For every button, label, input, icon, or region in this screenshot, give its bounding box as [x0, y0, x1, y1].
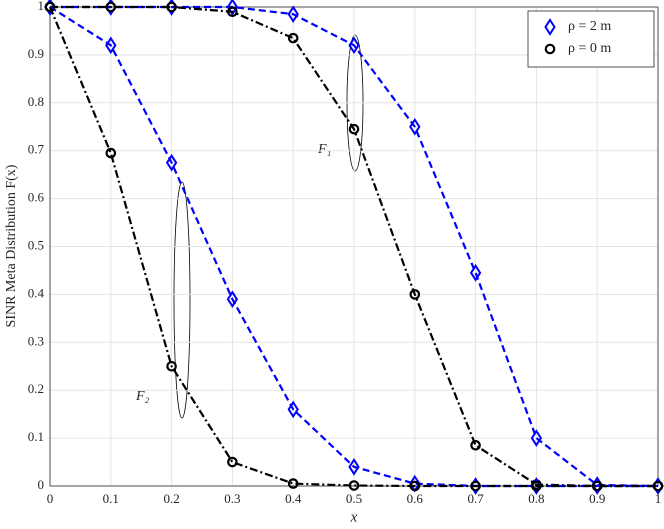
marker — [105, 36, 117, 55]
y-tick-label: 0.4 — [28, 285, 45, 300]
marker — [591, 480, 603, 492]
marker — [409, 117, 421, 136]
marker — [44, 1, 56, 13]
marker — [348, 123, 360, 135]
annotation: F₁ — [317, 142, 331, 157]
marker — [287, 478, 299, 489]
series-line — [48, 6, 658, 488]
x-tick-label: 0.6 — [407, 491, 424, 506]
y-tick-label: 0.5 — [28, 237, 44, 252]
y-axis-label: SINR Meta Distribution F(x) — [4, 164, 19, 327]
y-tick-label: 0.6 — [28, 190, 45, 205]
y-tick-label: 0.9 — [28, 46, 44, 61]
marker — [287, 32, 299, 44]
marker — [470, 439, 481, 451]
marker — [227, 6, 238, 18]
marker — [166, 1, 177, 13]
plot-frame — [49, 6, 659, 487]
y-tick-label: 0.8 — [28, 94, 44, 109]
series-line — [49, 6, 658, 488]
marker — [348, 480, 360, 491]
marker — [287, 5, 299, 24]
marker — [409, 289, 421, 300]
marker — [531, 480, 542, 492]
x-tick-label: 0.4 — [285, 491, 302, 506]
marker — [470, 480, 481, 492]
y-tick-label: 1 — [38, 0, 45, 13]
x-tick-label: 0.8 — [528, 491, 544, 506]
y-tick-label: 0.7 — [28, 142, 45, 157]
annotation: F₂ — [135, 389, 150, 404]
y-tick-label: 0.3 — [28, 333, 44, 348]
marker — [226, 290, 239, 309]
x-tick-label: 0.1 — [103, 491, 119, 506]
legend-label: ρ = 2 m — [568, 19, 611, 34]
marker — [530, 429, 543, 447]
marker — [348, 457, 360, 476]
y-tick-label: 0 — [38, 477, 45, 492]
annotation-ellipse — [173, 181, 191, 419]
y-tick-label: 0.2 — [28, 381, 44, 396]
marker — [105, 147, 117, 159]
legend-label: ρ = 0 m — [568, 41, 611, 56]
x-tick-label: 0.7 — [467, 491, 484, 506]
y-tick-label: 0.1 — [28, 429, 44, 444]
marker — [409, 480, 421, 492]
marker — [165, 153, 178, 172]
marker — [348, 36, 360, 55]
x-tick-label: 0.5 — [346, 491, 362, 506]
x-axis-label: x — [350, 509, 358, 525]
marker — [544, 18, 556, 36]
marker — [469, 263, 482, 282]
x-tick-label: 0 — [47, 491, 54, 506]
x-tick-label: 0.3 — [224, 491, 240, 506]
marker — [287, 400, 299, 419]
x-tick-label: 1 — [655, 491, 662, 506]
marker — [226, 0, 239, 16]
marker — [166, 360, 177, 372]
legend: ρ = 2 m ρ = 0 m — [527, 10, 655, 68]
marker — [227, 456, 238, 468]
x-tick-label: 0.2 — [163, 491, 179, 506]
marker — [652, 480, 664, 492]
marker — [105, 1, 117, 13]
marker — [544, 43, 556, 55]
x-tick-label: 0.9 — [589, 491, 605, 506]
